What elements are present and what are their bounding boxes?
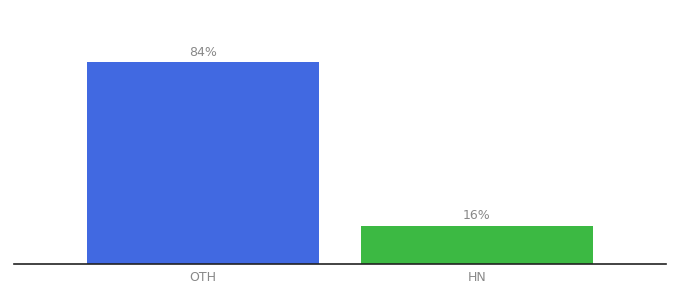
Text: 16%: 16% bbox=[463, 209, 491, 222]
Bar bbox=[87, 62, 319, 264]
Text: 84%: 84% bbox=[189, 46, 217, 59]
Bar bbox=[361, 226, 593, 264]
